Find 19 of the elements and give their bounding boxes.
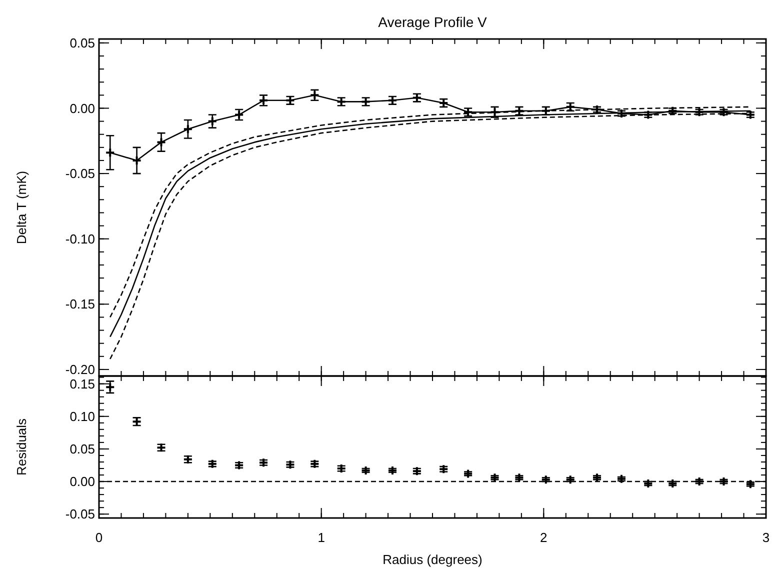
y-tick-label: -0.05 (65, 506, 95, 522)
y-tick-label: -0.20 (65, 362, 95, 378)
y-tick-label: -0.05 (65, 166, 95, 182)
y-axis-title: Delta T (mK) (14, 170, 29, 244)
x-tick-label: 1 (318, 530, 325, 545)
y-axis-title: Residuals (14, 418, 29, 476)
y-tick-label: 0.15 (70, 376, 95, 392)
x-tick-label: 3 (762, 530, 770, 545)
x-axis-title: Radius (degrees) (382, 552, 482, 567)
y-tick-label: 0.05 (70, 35, 95, 50)
x-tick-label: 0 (95, 530, 103, 545)
y-tick-label: 0.00 (70, 100, 95, 116)
chart-title: Average Profile V (378, 14, 488, 30)
y-tick-label: -0.10 (65, 231, 95, 246)
y-tick-label: 0.05 (70, 442, 95, 457)
x-tick-label: 2 (540, 530, 548, 545)
y-tick-label: 0.10 (70, 408, 95, 424)
y-tick-label: -0.15 (65, 296, 95, 312)
y-tick-label: 0.00 (70, 474, 95, 490)
